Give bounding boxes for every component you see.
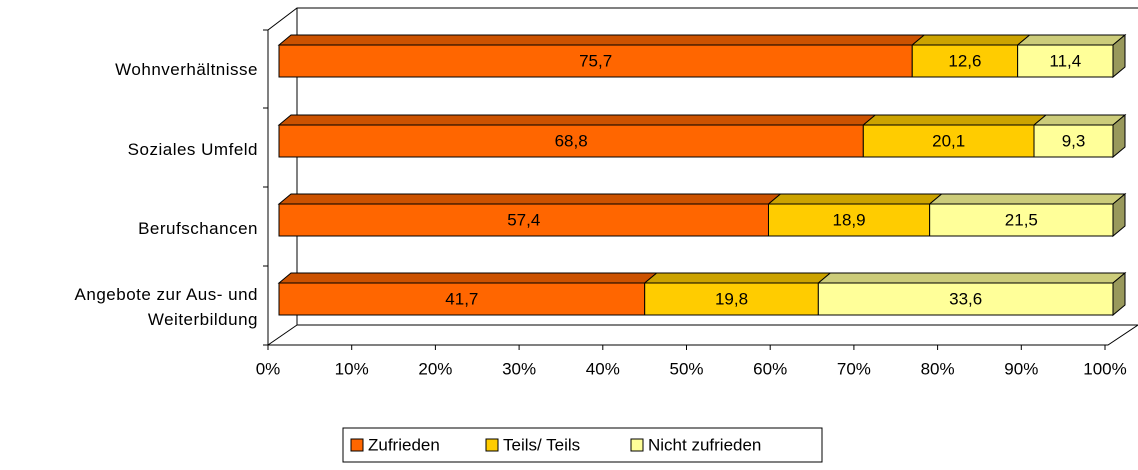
x-tick-label: 30% bbox=[502, 359, 536, 378]
bar-front bbox=[862, 124, 1035, 158]
x-tick-label: 10% bbox=[335, 359, 369, 378]
legend-label: Nicht zufrieden bbox=[648, 435, 761, 454]
bar-top bbox=[277, 114, 877, 126]
bar-top bbox=[643, 272, 832, 284]
value-label: 18,9 bbox=[833, 210, 866, 229]
bar-top bbox=[861, 114, 1048, 126]
bar-top bbox=[767, 193, 944, 205]
bar-front bbox=[278, 282, 646, 316]
bar-top bbox=[1032, 114, 1127, 126]
legend-label: Teils/ Teils bbox=[503, 435, 580, 454]
x-tick-label: 100% bbox=[1083, 359, 1126, 378]
bar-segment bbox=[910, 34, 1032, 78]
bar-front bbox=[1033, 124, 1114, 158]
value-label: 11,4 bbox=[1049, 51, 1081, 70]
value-label: 9,3 bbox=[1062, 131, 1086, 150]
bar-front bbox=[1017, 44, 1114, 78]
legend-swatch bbox=[350, 438, 364, 452]
bar-front bbox=[817, 282, 1114, 316]
floor bbox=[268, 324, 1138, 346]
bar-segment bbox=[1032, 113, 1127, 159]
value-label: 20,1 bbox=[932, 131, 965, 150]
x-tick-label: 50% bbox=[669, 359, 703, 378]
x-tick-label: 80% bbox=[921, 359, 955, 378]
bar-top bbox=[277, 34, 926, 46]
category-label: Berufschancen bbox=[138, 218, 258, 238]
bar-top bbox=[816, 272, 1127, 284]
bar-segment bbox=[816, 271, 1127, 317]
bar-segment bbox=[277, 114, 877, 158]
bar-segment bbox=[861, 114, 1048, 158]
bar-front bbox=[767, 203, 931, 237]
value-label: 68,8 bbox=[555, 131, 588, 150]
bar-front bbox=[929, 203, 1114, 237]
bar-top bbox=[928, 193, 1127, 205]
x-tick-label: 20% bbox=[418, 359, 452, 378]
category-label: Wohnverhältnisse bbox=[115, 59, 258, 79]
x-tick-label: 70% bbox=[837, 359, 871, 378]
value-label: 57,4 bbox=[507, 210, 540, 229]
legend-box bbox=[342, 427, 823, 463]
bar-front bbox=[278, 44, 913, 78]
x-tick-label: 0% bbox=[256, 359, 281, 378]
category-label: Soziales Umfeld bbox=[127, 139, 258, 159]
bar-segment bbox=[277, 272, 659, 316]
bar-segment bbox=[928, 192, 1127, 238]
value-label: 33,6 bbox=[949, 289, 982, 308]
legend-swatch bbox=[630, 438, 644, 452]
x-tick-label: 40% bbox=[586, 359, 620, 378]
value-label: 75,7 bbox=[579, 51, 612, 70]
x-tick-label: 60% bbox=[753, 359, 787, 378]
bar-top bbox=[277, 272, 659, 284]
category-label: Angebote zur Aus- und Weiterbildung bbox=[74, 285, 258, 329]
bar-top bbox=[910, 34, 1032, 46]
bar-segment bbox=[1016, 33, 1127, 79]
bar-front bbox=[278, 124, 864, 158]
bar-top bbox=[1016, 34, 1127, 46]
bar-front bbox=[278, 203, 769, 237]
legend-label: Zufrieden bbox=[368, 435, 440, 454]
bar-top bbox=[277, 193, 782, 205]
floor-edge bbox=[267, 324, 298, 346]
value-label: 19,8 bbox=[715, 289, 748, 308]
x-tick-label: 90% bbox=[1004, 359, 1038, 378]
value-label: 21,5 bbox=[1005, 210, 1038, 229]
bar-segment bbox=[277, 193, 782, 237]
value-label: 41,7 bbox=[445, 289, 478, 308]
legend-swatch bbox=[485, 438, 499, 452]
value-label: 12,6 bbox=[948, 51, 981, 70]
bar-segment bbox=[767, 193, 944, 237]
